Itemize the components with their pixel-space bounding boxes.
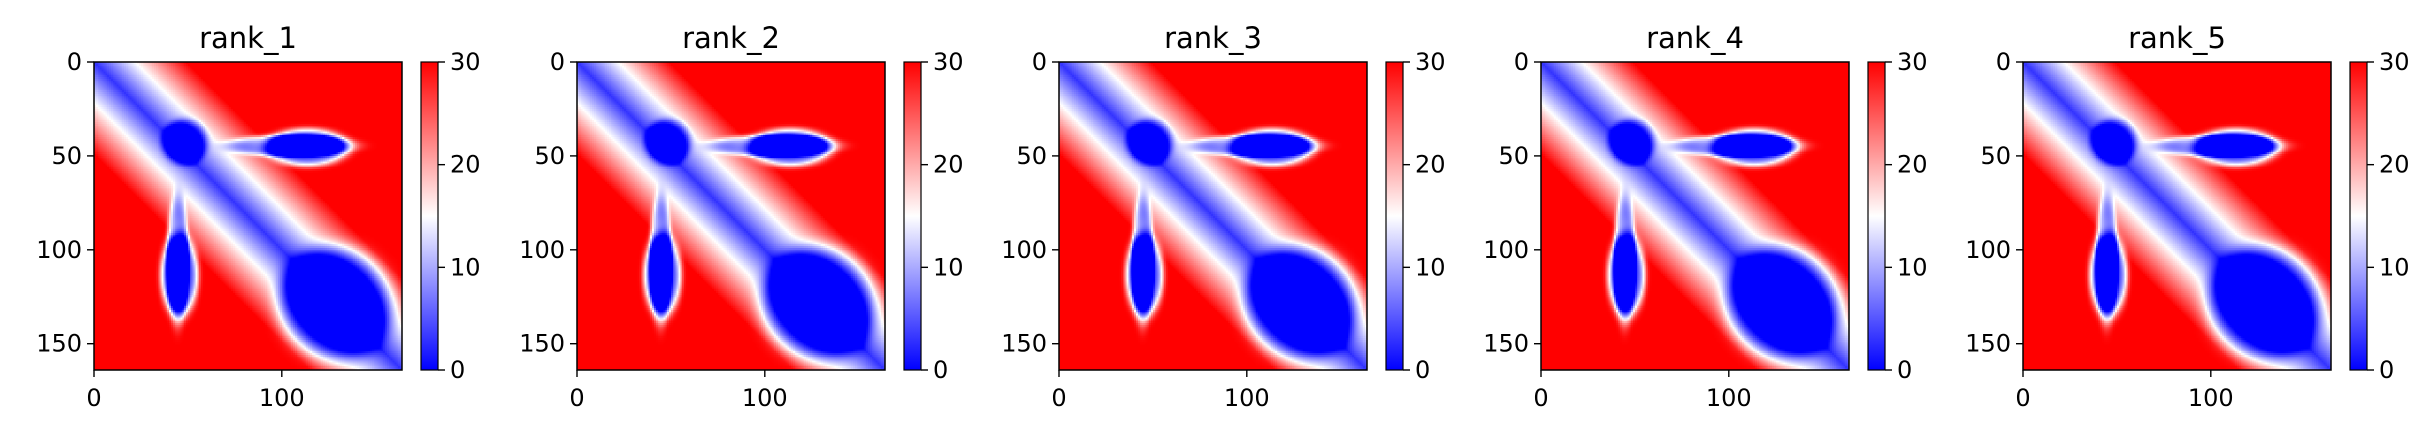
colorbar-tick-label: 30 [450, 48, 481, 76]
heatmap-image [1541, 62, 1849, 370]
colorbar-tick-label: 30 [2379, 48, 2410, 76]
axes-frame [93, 61, 403, 371]
colorbar [1867, 61, 1886, 371]
panel-title: rank_1 [199, 21, 297, 55]
colorbar [1385, 61, 1404, 371]
y-tick-label: 0 [550, 48, 565, 76]
y-tick-label: 100 [1483, 236, 1529, 264]
y-tick-label: 50 [51, 142, 82, 170]
y-tick-label: 0 [67, 48, 82, 76]
colorbar-tick-label: 0 [1897, 356, 1912, 384]
x-tick-label: 100 [2188, 384, 2234, 412]
heatmap-image [577, 62, 885, 370]
y-tick-label: 150 [519, 330, 565, 358]
colorbar-tick-label: 0 [2379, 356, 2394, 384]
x-tick-label: 0 [569, 384, 584, 412]
x-tick-label: 100 [742, 384, 788, 412]
colorbar-tick-label: 30 [1415, 48, 1446, 76]
colorbar-tick-label: 10 [2379, 253, 2410, 281]
axes-frame [2022, 61, 2332, 371]
colorbar-tick-label: 10 [450, 253, 481, 281]
x-tick-label: 0 [86, 384, 101, 412]
x-tick-label: 0 [1051, 384, 1066, 412]
y-tick-label: 50 [1980, 142, 2011, 170]
panel-title: rank_2 [682, 21, 780, 55]
y-tick-label: 100 [1965, 236, 2011, 264]
y-tick-label: 0 [1514, 48, 1529, 76]
y-tick-label: 100 [1001, 236, 1047, 264]
x-tick-label: 100 [259, 384, 305, 412]
y-tick-label: 0 [1032, 48, 1047, 76]
x-tick-label: 100 [1224, 384, 1270, 412]
colorbar-tick-label: 10 [1897, 253, 1928, 281]
colorbar-tick-label: 0 [1415, 356, 1430, 384]
x-tick-label: 0 [2015, 384, 2030, 412]
colorbar [903, 61, 922, 371]
colorbar-tick-label: 0 [933, 356, 948, 384]
y-tick-label: 50 [534, 142, 565, 170]
y-tick-label: 150 [1483, 330, 1529, 358]
heatmap-image [1059, 62, 1367, 370]
axes-frame [576, 61, 886, 371]
colorbar-tick-label: 0 [450, 356, 465, 384]
panel-title: rank_5 [2128, 21, 2226, 55]
colorbar-tick-label: 30 [933, 48, 964, 76]
colorbar-tick-label: 20 [2379, 151, 2410, 179]
y-tick-label: 50 [1016, 142, 1047, 170]
colorbar-tick-label: 20 [450, 151, 481, 179]
y-tick-label: 150 [1965, 330, 2011, 358]
heatmap-image [2023, 62, 2331, 370]
y-tick-label: 100 [519, 236, 565, 264]
colorbar-tick-label: 10 [1415, 253, 1446, 281]
colorbar [420, 61, 439, 371]
y-tick-label: 150 [1001, 330, 1047, 358]
colorbar [2349, 61, 2368, 371]
panel-title: rank_3 [1164, 21, 1262, 55]
colorbar-tick-label: 20 [1897, 151, 1928, 179]
axes-frame [1540, 61, 1850, 371]
heatmap-image [94, 62, 402, 370]
colorbar-tick-label: 20 [1415, 151, 1446, 179]
y-tick-label: 0 [1996, 48, 2011, 76]
x-tick-label: 100 [1706, 384, 1752, 412]
y-tick-label: 100 [36, 236, 82, 264]
colorbar-tick-label: 30 [1897, 48, 1928, 76]
x-tick-label: 0 [1533, 384, 1548, 412]
colorbar-tick-label: 10 [933, 253, 964, 281]
colorbar-tick-label: 20 [933, 151, 964, 179]
panel-title: rank_4 [1646, 21, 1744, 55]
axes-frame [1058, 61, 1368, 371]
y-tick-label: 50 [1498, 142, 1529, 170]
y-tick-label: 150 [36, 330, 82, 358]
